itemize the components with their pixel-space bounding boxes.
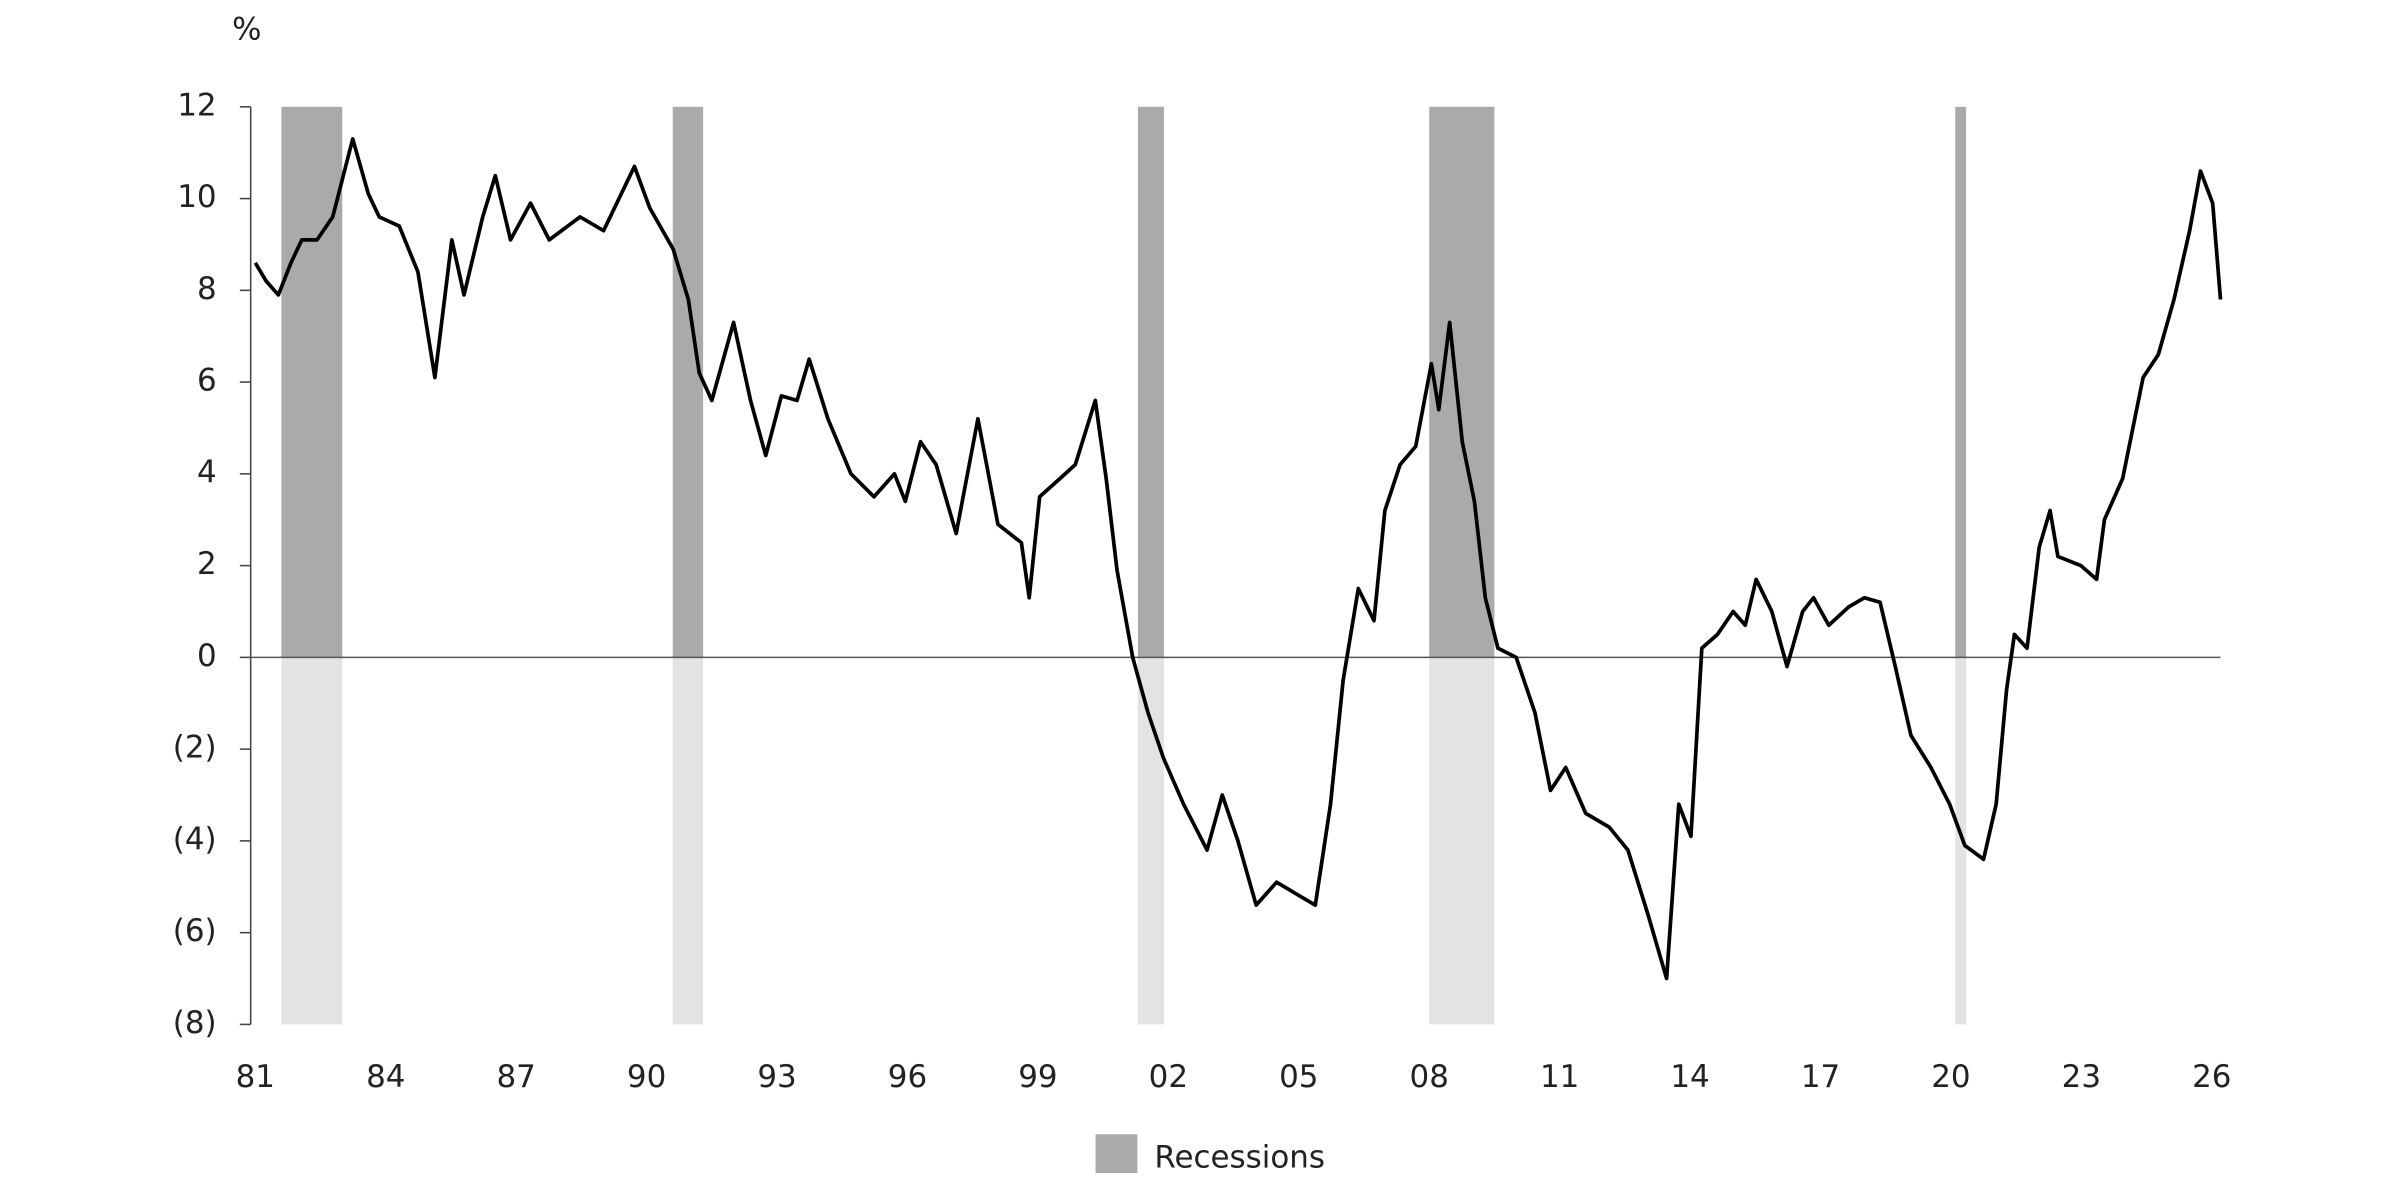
y-tick-label: (6) — [173, 913, 217, 949]
recession-band — [1955, 106, 1967, 658]
x-tick-label: 23 — [2062, 1059, 2101, 1095]
x-tick-label: 02 — [1149, 1059, 1188, 1095]
x-tick-label: 11 — [1540, 1059, 1579, 1095]
y-tick-label: (2) — [173, 730, 217, 766]
x-tick-label: 05 — [1279, 1059, 1318, 1095]
y-tick-label: 6 — [197, 363, 217, 399]
y-unit-label: % — [232, 11, 261, 47]
x-tick-label: 84 — [366, 1059, 405, 1095]
x-tick-label: 87 — [496, 1059, 535, 1095]
x-tick-label: 81 — [236, 1059, 275, 1095]
x-tick-label: 93 — [757, 1059, 796, 1095]
x-tick-label: 90 — [627, 1059, 666, 1095]
y-tick-label: 0 — [197, 638, 217, 674]
recession-band-lower — [281, 657, 343, 1025]
recession-band — [1137, 106, 1164, 658]
x-tick-label: 17 — [1801, 1059, 1840, 1095]
series-line — [253, 137, 2223, 981]
x-tick-label: 96 — [888, 1059, 927, 1095]
recession-band-lower — [672, 657, 704, 1025]
x-tick-label: 08 — [1410, 1059, 1449, 1095]
y-tick-label: 4 — [197, 454, 217, 490]
recession-band — [1429, 106, 1495, 658]
x-tick-label: 99 — [1018, 1059, 1057, 1095]
recession-band-lower — [1955, 657, 1967, 1025]
x-tick-label: 26 — [2192, 1059, 2231, 1095]
x-tick-label: 14 — [1670, 1059, 1709, 1095]
y-tick-label: 8 — [197, 271, 217, 307]
recession-band — [281, 106, 343, 658]
x-tick-label: 20 — [1931, 1059, 1970, 1095]
recession-band-lower — [1137, 657, 1164, 1025]
y-tick-label: (8) — [173, 1005, 217, 1041]
y-tick-label: (4) — [173, 821, 217, 857]
y-tick-label: 12 — [177, 87, 216, 123]
y-tick-label: 2 — [197, 546, 217, 582]
legend-swatch — [1095, 1134, 1138, 1177]
y-tick-label: 10 — [177, 179, 216, 215]
legend-label: Recessions — [1154, 1140, 1325, 1173]
recession-band — [672, 106, 704, 658]
recession-band-lower — [1429, 657, 1495, 1025]
